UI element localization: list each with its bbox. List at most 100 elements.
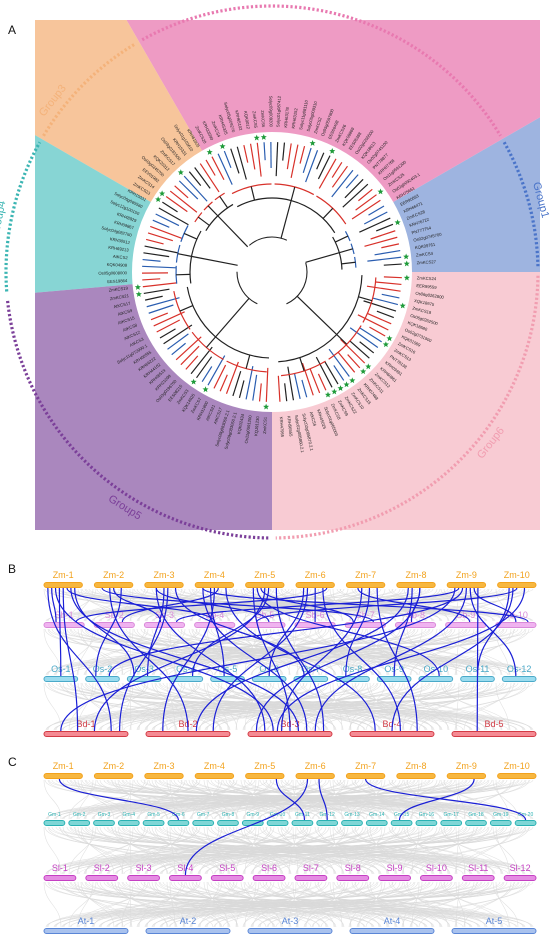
background-link: [93, 826, 198, 875]
tree-branch: [236, 146, 247, 180]
background-link: [191, 826, 220, 875]
tree-branch: [180, 345, 200, 366]
background-link: [59, 588, 178, 622]
chromosome-label: Zm-8: [406, 761, 427, 771]
background-link: [148, 826, 239, 875]
leaf-label: KRH76722: [409, 217, 431, 228]
subclade-stem: [205, 336, 217, 348]
background-link: [55, 628, 320, 676]
chromosome-label: Zm-7: [355, 761, 376, 771]
background-link: [199, 682, 272, 731]
subclade-stem: [250, 186, 256, 201]
chromosome-bar: [418, 676, 454, 682]
chromosome-bar: [376, 676, 412, 682]
background-link: [83, 779, 256, 820]
background-link: [312, 682, 453, 731]
background-link: [138, 588, 183, 622]
syntenic-link: [376, 587, 418, 732]
chromosome-bar: [169, 875, 202, 881]
background-link: [358, 826, 383, 875]
tree-branch: [156, 319, 181, 333]
tree-branch: [333, 365, 345, 381]
chromosome-label: Gm-1: [48, 812, 61, 818]
leaf-label: KRH65102: [234, 110, 243, 132]
chromosome-label: Zm-5: [254, 761, 275, 771]
background-link: [159, 682, 534, 731]
zmkcs-star-marker: [260, 134, 267, 140]
background-link: [84, 682, 201, 731]
chromosome-label: Os-12: [507, 664, 532, 674]
background-link: [281, 826, 496, 875]
leaf-label: KQK0012: [243, 111, 251, 130]
panel-label-c: C: [8, 755, 17, 769]
background-link: [74, 881, 133, 928]
background-link: [59, 682, 178, 731]
syntenic-link: [66, 587, 216, 623]
chromosome-bar: [495, 622, 537, 628]
background-link: [146, 588, 235, 622]
background-link: [463, 779, 512, 820]
background-link: [388, 628, 503, 676]
background-link: [108, 826, 357, 875]
zmkcs-star-marker: [360, 368, 367, 375]
syntenic-link: [473, 587, 517, 623]
phylogenetic-tree: Group1Group2Group3Group4Group5Group6ZmKC…: [0, 0, 550, 540]
background-link: [275, 881, 520, 928]
background-link: [92, 628, 253, 676]
chromosome-label: Zm-5: [254, 570, 275, 580]
chromosome-label: Gm-10: [270, 812, 286, 818]
leaf-label: ZmKCS4: [416, 251, 434, 258]
background-link: [108, 881, 357, 928]
background-link: [320, 779, 505, 820]
tree-branch: [293, 373, 301, 400]
chromosome-bar: [144, 773, 184, 779]
chromosome-label: Zm-6: [305, 761, 326, 771]
background-link: [357, 628, 438, 676]
background-link: [418, 881, 527, 928]
group-ring-group1: [502, 141, 540, 269]
background-link: [96, 779, 231, 820]
tree-branch: [223, 150, 232, 169]
background-link: [83, 826, 256, 875]
tree-branch: [185, 355, 199, 370]
chromosome-label: Gm-8: [222, 812, 235, 818]
group-sector-group6: [272, 272, 540, 530]
tree-branch: [144, 295, 163, 301]
syntenic-link: [276, 587, 526, 732]
leaf-label: KRH09867: [114, 219, 136, 230]
tree-branch: [342, 183, 369, 208]
root-arc: [236, 236, 308, 308]
chromosome-label: Os-3: [134, 664, 154, 674]
background-link: [312, 881, 453, 928]
chromosome-bar: [247, 731, 333, 737]
chromosome-bar: [365, 820, 388, 826]
background-link: [388, 881, 503, 928]
syntenic-link: [398, 778, 475, 821]
background-link: [159, 588, 534, 622]
zmkcs-star-marker: [403, 253, 410, 260]
chromosome-label: Sb-9: [456, 610, 475, 620]
chromosome-label: Zm-10: [504, 761, 530, 771]
tree-branch: [190, 346, 213, 375]
leaf-label: KRH45325: [217, 114, 228, 136]
chromosome-label: Zm-8: [406, 570, 427, 580]
background-link: [153, 779, 342, 820]
background-link: [83, 881, 256, 928]
tree-branch: [324, 361, 339, 385]
background-link: [103, 628, 374, 676]
background-link: [85, 826, 428, 875]
background-link: [153, 881, 342, 928]
syntenic-link: [75, 587, 328, 623]
background-link: [244, 779, 257, 820]
synteny-panel-b: Zm-1 Zm-2 Zm-3 Zm-4 Zm-5 Zm-6 Zm-7 Zm-8 Zm-9 Zm-1…: [43, 570, 537, 737]
background-link: [77, 628, 124, 676]
chromosome-bar: [43, 582, 83, 588]
background-link: [100, 826, 305, 875]
zmkcs-star-marker: [309, 140, 316, 146]
chromosome-label: Os-8: [343, 664, 363, 674]
syntenic-link: [314, 587, 467, 732]
clade-stem: [191, 255, 238, 266]
tree-branch: [347, 354, 361, 369]
zmkcs-star-marker: [253, 134, 260, 141]
